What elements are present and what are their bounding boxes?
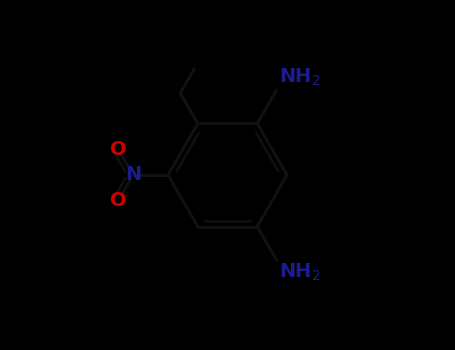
Text: O: O xyxy=(110,140,126,159)
Text: N: N xyxy=(125,166,141,184)
Text: NH$_2$: NH$_2$ xyxy=(279,261,321,283)
Text: NH$_2$: NH$_2$ xyxy=(279,67,321,89)
Text: O: O xyxy=(110,191,126,210)
